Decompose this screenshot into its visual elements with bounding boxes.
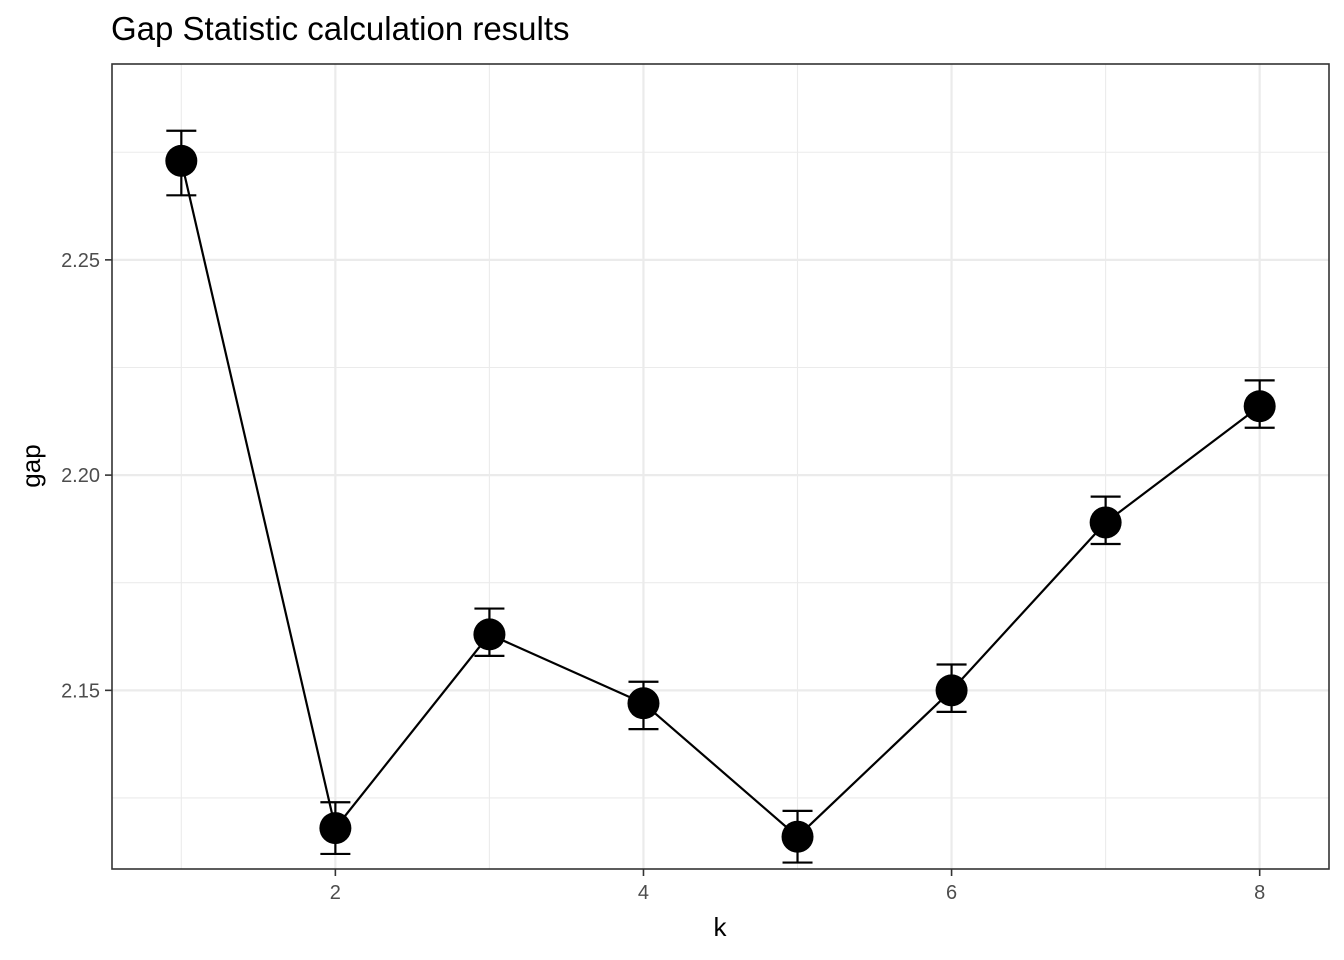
data-point [627, 687, 660, 720]
x-tick-label: 8 [1254, 882, 1265, 904]
x-tick-label: 2 [330, 882, 341, 904]
axes: 2 4 6 8 2.15 2.20 2.25 [61, 250, 1265, 904]
data-point [319, 812, 352, 845]
x-tick-label: 6 [946, 882, 957, 904]
plot-panel-border [111, 63, 1330, 870]
y-tick-label: 2.20 [61, 465, 100, 487]
x-axis-title: k [714, 912, 728, 942]
data-point [1243, 390, 1276, 423]
grid-lines [112, 64, 1329, 869]
data-point [935, 674, 968, 707]
data-point [781, 820, 814, 853]
data-point [1089, 506, 1122, 539]
y-tick-label: 2.25 [61, 250, 100, 272]
x-tick-label: 4 [638, 882, 649, 904]
series-layer [165, 129, 1276, 864]
data-point [473, 618, 506, 651]
gap-series-line [180, 160, 1261, 839]
y-tick-label: 2.15 [61, 680, 100, 702]
y-axis-title: gap [16, 444, 46, 487]
data-point [165, 144, 198, 177]
chart-title: Gap Statistic calculation results [111, 10, 570, 47]
